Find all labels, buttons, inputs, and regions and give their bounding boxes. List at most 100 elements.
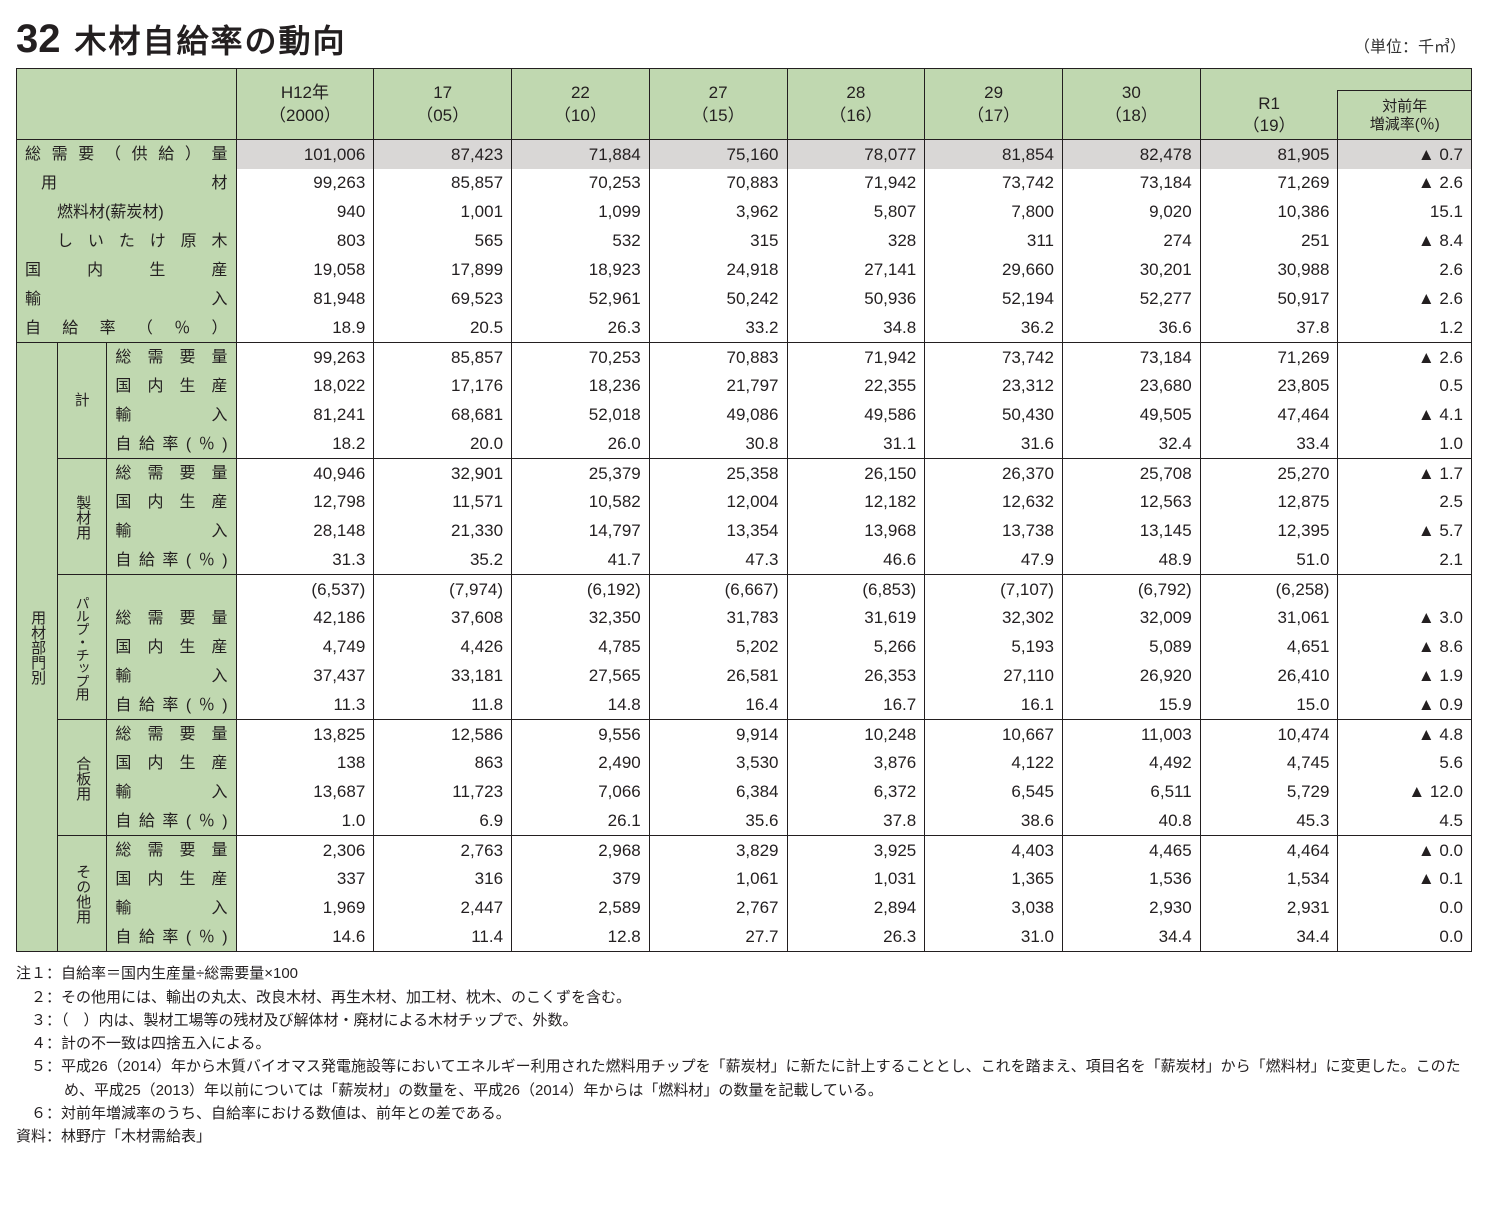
row-gou-demand: 総需要量 bbox=[107, 720, 236, 749]
row-gou-jikyuu: 自給率(％) bbox=[107, 807, 236, 836]
data-cell: 85,857 bbox=[374, 343, 512, 372]
data-cell: (6,258) bbox=[1200, 575, 1338, 604]
data-cell: 40,946 bbox=[236, 459, 374, 488]
data-cell: 26.0 bbox=[512, 430, 650, 459]
data-cell: 31,783 bbox=[649, 604, 787, 633]
data-cell: 27,141 bbox=[787, 256, 925, 285]
data-cell: 45.3 bbox=[1200, 807, 1338, 836]
data-cell: 73,742 bbox=[925, 343, 1063, 372]
data-cell: 4,465 bbox=[1062, 836, 1200, 865]
table-title: 木材自給率の動向 bbox=[75, 16, 347, 62]
data-cell: 12,395 bbox=[1200, 517, 1338, 546]
data-cell: 73,742 bbox=[925, 169, 1063, 198]
col-rate: 対前年 増減率(％) bbox=[1338, 91, 1472, 140]
data-cell: ▲ 3.0 bbox=[1338, 604, 1472, 633]
data-cell: 5,807 bbox=[787, 198, 925, 227]
source: 資料：林野庁「木材需給表」 bbox=[16, 1125, 1472, 1148]
data-cell: 25,270 bbox=[1200, 459, 1338, 488]
row-gou-kokunai: 国内生産 bbox=[107, 749, 236, 778]
data-cell: 101,006 bbox=[236, 140, 374, 169]
data-cell: 10,667 bbox=[925, 720, 1063, 749]
data-cell: 50,430 bbox=[925, 401, 1063, 430]
data-cell: ▲ 0.0 bbox=[1338, 836, 1472, 865]
data-cell: 1,365 bbox=[925, 865, 1063, 894]
data-cell: (7,974) bbox=[374, 575, 512, 604]
stub-corner bbox=[17, 69, 237, 140]
data-cell: 32,901 bbox=[374, 459, 512, 488]
data-cell: 71,942 bbox=[787, 343, 925, 372]
data-cell: 803 bbox=[236, 227, 374, 256]
data-cell: ▲ 12.0 bbox=[1338, 778, 1472, 807]
data-cell: 12,586 bbox=[374, 720, 512, 749]
data-cell: 315 bbox=[649, 227, 787, 256]
data-cell: 12,182 bbox=[787, 488, 925, 517]
data-cell: 2.1 bbox=[1338, 546, 1472, 575]
data-cell: 14.6 bbox=[236, 923, 374, 952]
data-cell: 73,184 bbox=[1062, 343, 1200, 372]
data-cell: 27,110 bbox=[925, 662, 1063, 691]
data-cell: 85,857 bbox=[374, 169, 512, 198]
data-cell: 40.8 bbox=[1062, 807, 1200, 836]
data-cell: 81,854 bbox=[925, 140, 1063, 169]
data-cell: 10,248 bbox=[787, 720, 925, 749]
data-cell: 22,355 bbox=[787, 372, 925, 401]
data-cell: 379 bbox=[512, 865, 650, 894]
data-cell: 99,263 bbox=[236, 343, 374, 372]
data-cell: 26,370 bbox=[925, 459, 1063, 488]
data-cell: 7,800 bbox=[925, 198, 1063, 227]
data-cell: 4,426 bbox=[374, 633, 512, 662]
row-son-kokunai: 国内生産 bbox=[107, 865, 236, 894]
data-cell: 2,894 bbox=[787, 894, 925, 923]
page-header: 32 木材自給率の動向 （単位：千㎥） bbox=[16, 16, 1472, 62]
col-r1: R1（19） bbox=[1200, 91, 1338, 140]
data-cell: 42,186 bbox=[236, 604, 374, 633]
row-yozai: 用材 bbox=[17, 169, 237, 198]
data-cell: (6,853) bbox=[787, 575, 925, 604]
data-cell: 21,330 bbox=[374, 517, 512, 546]
data-cell: 36.6 bbox=[1062, 314, 1200, 343]
data-cell: 1,001 bbox=[374, 198, 512, 227]
data-cell: 18,923 bbox=[512, 256, 650, 285]
data-cell: 31.1 bbox=[787, 430, 925, 459]
data-cell: 1,969 bbox=[236, 894, 374, 923]
data-cell: 1,534 bbox=[1200, 865, 1338, 894]
data-cell: 52,018 bbox=[512, 401, 650, 430]
data-cell: 10,474 bbox=[1200, 720, 1338, 749]
data-cell: 940 bbox=[236, 198, 374, 227]
data-cell: 37.8 bbox=[787, 807, 925, 836]
data-cell: ▲ 5.7 bbox=[1338, 517, 1472, 546]
data-cell: 2,306 bbox=[236, 836, 374, 865]
data-cell: 75,160 bbox=[649, 140, 787, 169]
group-seizai: 製材用 bbox=[57, 459, 107, 575]
data-cell: 26,920 bbox=[1062, 662, 1200, 691]
data-cell: 274 bbox=[1062, 227, 1200, 256]
data-cell: 17,176 bbox=[374, 372, 512, 401]
data-cell: 138 bbox=[236, 749, 374, 778]
data-cell: 15.9 bbox=[1062, 691, 1200, 720]
data-cell: 3,038 bbox=[925, 894, 1063, 923]
data-cell: 31.6 bbox=[925, 430, 1063, 459]
data-cell: 71,884 bbox=[512, 140, 650, 169]
data-cell: 50,242 bbox=[649, 285, 787, 314]
data-cell: 13,825 bbox=[236, 720, 374, 749]
data-cell: 23,680 bbox=[1062, 372, 1200, 401]
data-cell: 316 bbox=[374, 865, 512, 894]
col-29: 29（17） bbox=[925, 69, 1063, 140]
data-cell: 20.5 bbox=[374, 314, 512, 343]
unit-label: （単位：千㎥） bbox=[1354, 33, 1466, 57]
data-cell: 12,632 bbox=[925, 488, 1063, 517]
note-4: ４：計の不一致は四捨五入による。 bbox=[16, 1032, 1472, 1055]
data-cell: 1,061 bbox=[649, 865, 787, 894]
row-pulp-jikyuu: 自給率(％) bbox=[107, 691, 236, 720]
data-cell: 19,058 bbox=[236, 256, 374, 285]
data-cell: 4,464 bbox=[1200, 836, 1338, 865]
data-cell: 3,962 bbox=[649, 198, 787, 227]
data-cell: 26.3 bbox=[512, 314, 650, 343]
data-cell: (6,667) bbox=[649, 575, 787, 604]
data-cell: 13,738 bbox=[925, 517, 1063, 546]
data-cell: 6.9 bbox=[374, 807, 512, 836]
data-cell: 565 bbox=[374, 227, 512, 256]
data-cell: 5,202 bbox=[649, 633, 787, 662]
data-cell: 71,269 bbox=[1200, 343, 1338, 372]
data-cell: 49,586 bbox=[787, 401, 925, 430]
